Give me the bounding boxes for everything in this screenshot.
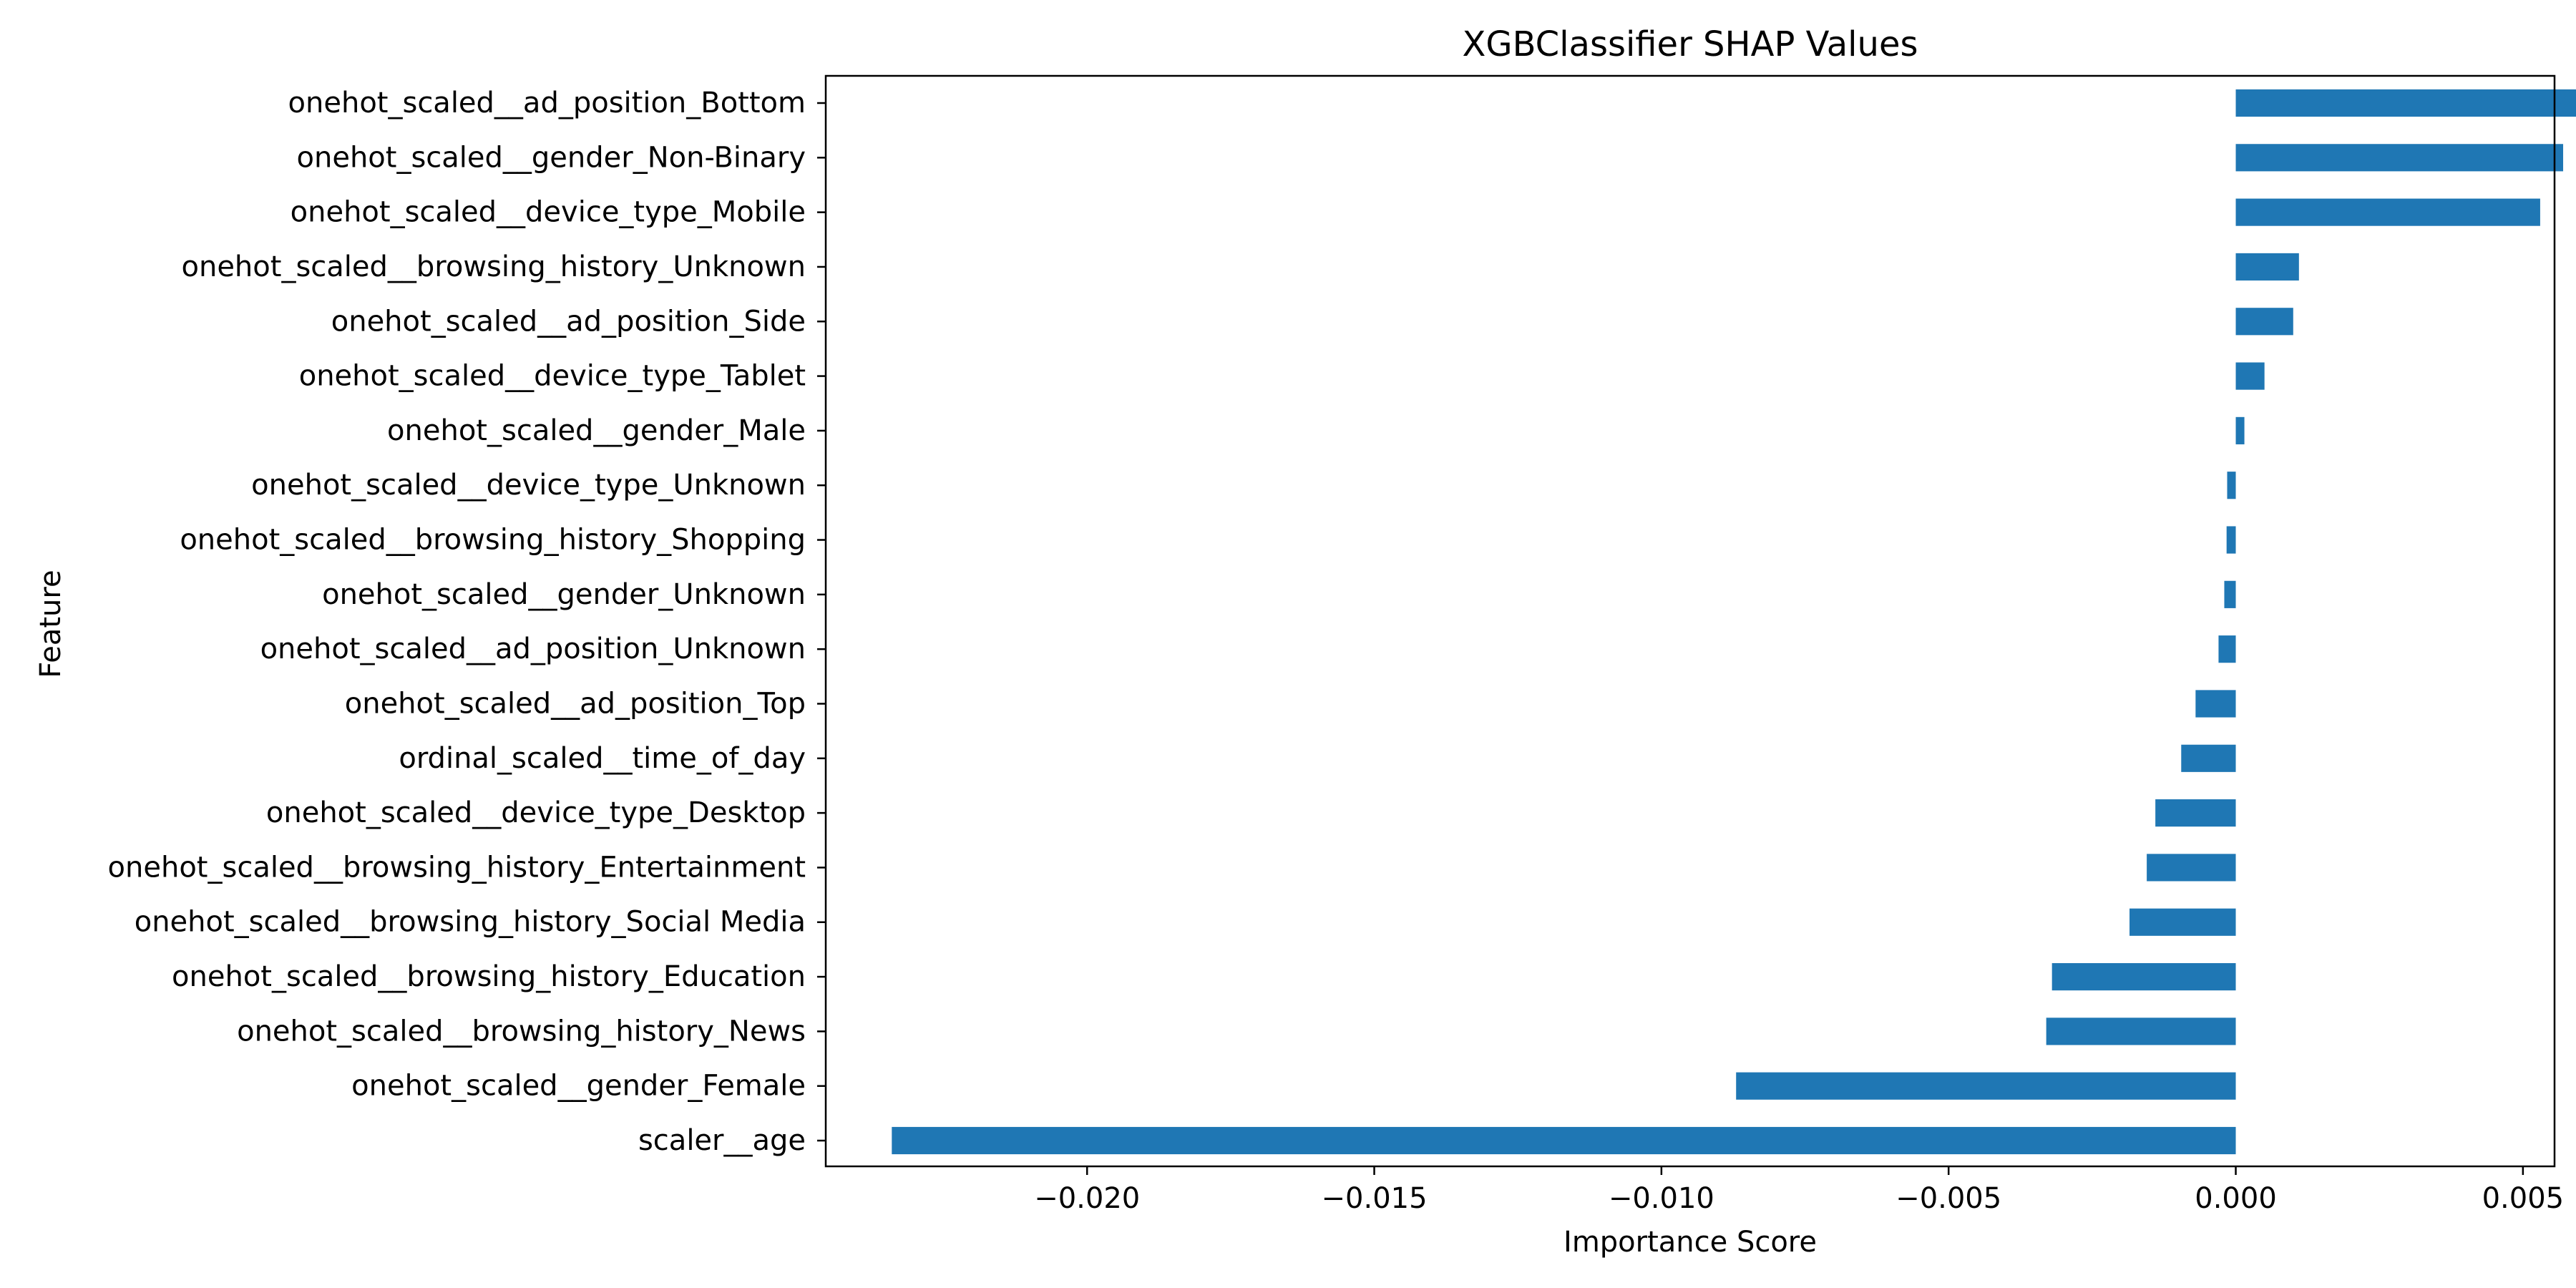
bar-onehot-scaled-browsing-history-social-media — [2129, 908, 2236, 936]
bar-onehot-scaled-ad-position-side — [2235, 308, 2293, 336]
bar-onehot-scaled-ad-position-unknown — [2218, 635, 2236, 663]
x-tick-label: −0.005 — [1896, 1182, 2001, 1215]
category-label: onehot_scaled__gender_Unknown — [322, 578, 806, 611]
y-axis-label: Feature — [34, 570, 67, 678]
category-label: onehot_scaled__gender_Male — [387, 414, 806, 447]
category-label: onehot_scaled__gender_Female — [351, 1070, 806, 1103]
bar-onehot-scaled-ad-position-top — [2195, 690, 2236, 718]
bar-onehot-scaled-browsing-history-shopping — [2226, 526, 2236, 554]
category-label: onehot_scaled__device_type_Tablet — [299, 360, 806, 393]
category-label: onehot_scaled__browsing_history_Entertai… — [108, 851, 806, 884]
bar-onehot-scaled-device-type-tablet — [2235, 362, 2265, 390]
category-label: onehot_scaled__browsing_history_Educatio… — [172, 960, 806, 993]
category-label: onehot_scaled__ad_position_Side — [331, 305, 806, 338]
x-tick-label: −0.020 — [1034, 1182, 1140, 1215]
bar-onehot-scaled-browsing-history-entertainment — [2147, 854, 2236, 882]
x-tick-label: 0.005 — [2482, 1182, 2565, 1215]
bar-scaler-age — [892, 1126, 2236, 1155]
category-labels: onehot_scaled__ad_position_Bottom onehot_… — [108, 87, 826, 1157]
bar-onehot-scaled-ad-position-bottom — [2235, 89, 2576, 117]
category-label: onehot_scaled__browsing_history_Unknown — [182, 250, 806, 283]
category-label: onehot_scaled__browsing_history_News — [237, 1015, 806, 1048]
bar-onehot-scaled-browsing-history-education — [2051, 962, 2236, 991]
category-label: onehot_scaled__device_type_Mobile — [291, 196, 806, 229]
category-label: onehot_scaled__browsing_history_Social M… — [135, 906, 806, 939]
bar-onehot-scaled-device-type-unknown — [2227, 472, 2236, 499]
bar-onehot-scaled-device-type-mobile — [2235, 198, 2540, 226]
bar-onehot-scaled-browsing-history-news — [2046, 1018, 2236, 1045]
bar-onehot-scaled-gender-non-binary — [2235, 144, 2564, 172]
plot-frame — [824, 74, 2556, 1168]
bar-onehot-scaled-gender-male — [2235, 416, 2245, 444]
category-label: onehot_scaled__gender_Non-Binary — [297, 141, 806, 174]
bar-ordinal-scaled-time-of-day — [2181, 744, 2236, 772]
x-tick-label: −0.015 — [1322, 1182, 1428, 1215]
category-label: ordinal_scaled__time_of_day — [399, 742, 806, 775]
bar-onehot-scaled-gender-female — [1736, 1072, 2236, 1100]
x-tick-label: 0.000 — [2195, 1182, 2277, 1215]
category-label: onehot_scaled__ad_position_Unknown — [260, 633, 806, 665]
x-axis-ticks: −0.020 −0.015 −0.010 −0.005 0.000 0.005 — [1034, 1166, 2564, 1215]
bars-layer — [892, 89, 2576, 1155]
category-label: onehot_scaled__browsing_history_Shopping — [180, 524, 806, 557]
x-tick-label: −0.010 — [1609, 1182, 1714, 1215]
chart-title: XGBClassifier SHAP Values — [1463, 24, 1918, 64]
x-axis-label: Importance Score — [1563, 1226, 1817, 1259]
bar-onehot-scaled-browsing-history-unknown — [2235, 253, 2299, 281]
category-label: onehot_scaled__ad_position_Bottom — [288, 87, 806, 119]
category-label: scaler__age — [638, 1124, 806, 1157]
bar-onehot-scaled-device-type-desktop — [2155, 799, 2236, 827]
category-label: onehot_scaled__device_type_Unknown — [251, 469, 806, 502]
category-label: onehot_scaled__device_type_Desktop — [266, 796, 806, 829]
bar-onehot-scaled-gender-unknown — [2224, 580, 2236, 608]
category-label: onehot_scaled__ad_position_Top — [345, 687, 806, 720]
